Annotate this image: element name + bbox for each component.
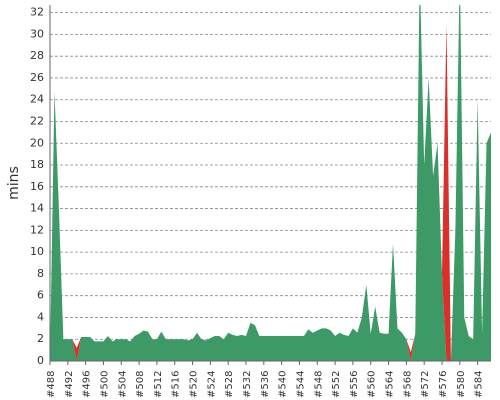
y-tick-label: 24 xyxy=(30,93,44,106)
x-tick-label: #540 xyxy=(278,371,289,398)
area-series xyxy=(50,5,491,361)
y-tick-label: 14 xyxy=(30,202,44,215)
x-tick-label: #532 xyxy=(242,371,253,398)
x-tick-label: #560 xyxy=(367,371,378,398)
x-tick-label: #576 xyxy=(438,371,449,398)
y-tick-label: 18 xyxy=(30,158,44,171)
x-tick-label: #524 xyxy=(206,371,217,398)
x-tick-label: #536 xyxy=(260,371,271,398)
y-tick-label: 4 xyxy=(37,310,44,323)
x-tick-label: #528 xyxy=(224,371,235,398)
x-tick-label: #512 xyxy=(153,371,164,398)
x-tick-label: #580 xyxy=(456,371,467,398)
y-tick-label: 26 xyxy=(30,71,44,84)
y-tick-label: 28 xyxy=(30,49,44,62)
x-tick-label: #548 xyxy=(313,371,324,398)
x-tick-label: #516 xyxy=(171,371,182,398)
y-axis-label: mins xyxy=(6,166,22,200)
area-series xyxy=(50,5,491,361)
y-tick-label: 32 xyxy=(30,6,44,19)
x-tick-label: #504 xyxy=(117,371,128,398)
y-tick-label: 8 xyxy=(37,267,44,280)
y-tick-label: 0 xyxy=(37,354,44,367)
x-tick-label: #556 xyxy=(349,371,360,398)
x-tick-label: #500 xyxy=(99,371,110,398)
x-tick-label: #496 xyxy=(82,371,93,398)
x-tick-label: #492 xyxy=(64,371,75,398)
y-tick-label: 6 xyxy=(37,289,44,302)
x-tick-label: #568 xyxy=(402,371,413,398)
y-tick-label: 10 xyxy=(30,245,44,258)
x-tick-label: #564 xyxy=(385,371,396,398)
y-tick-label: 12 xyxy=(30,223,44,236)
x-tick-label: #552 xyxy=(331,371,342,398)
x-tick-label: #584 xyxy=(474,371,485,398)
x-tick-label: #544 xyxy=(295,371,306,398)
y-tick-label: 16 xyxy=(30,180,44,193)
y-tick-label: 22 xyxy=(30,114,44,127)
y-tick-label: 20 xyxy=(30,136,44,149)
x-tick-label: #488 xyxy=(46,371,57,398)
y-tick-label: 2 xyxy=(37,332,44,345)
x-tick-label: #572 xyxy=(420,371,431,398)
plot-area xyxy=(50,5,491,361)
y-tick-label: 30 xyxy=(30,27,44,40)
x-tick-label: #520 xyxy=(189,371,200,398)
x-tick-label: #508 xyxy=(135,371,146,398)
